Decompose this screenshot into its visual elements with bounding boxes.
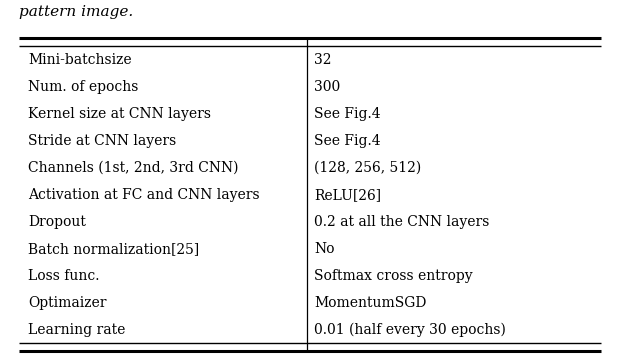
Text: See Fig.4: See Fig.4 (314, 107, 381, 121)
Text: Optimaizer: Optimaizer (28, 296, 107, 310)
Text: MomentumSGD: MomentumSGD (314, 296, 427, 310)
Text: Mini-batchsize: Mini-batchsize (28, 52, 131, 67)
Text: (128, 256, 512): (128, 256, 512) (314, 161, 422, 175)
Text: Activation at FC and CNN layers: Activation at FC and CNN layers (28, 188, 260, 202)
Text: Softmax cross entropy: Softmax cross entropy (314, 269, 473, 283)
Text: 300: 300 (314, 80, 340, 93)
Text: Learning rate: Learning rate (28, 323, 125, 337)
Text: Batch normalization[25]: Batch normalization[25] (28, 242, 199, 256)
Text: No: No (314, 242, 335, 256)
Text: ReLU[26]: ReLU[26] (314, 188, 381, 202)
Text: pattern image.: pattern image. (19, 5, 133, 19)
Text: 0.2 at all the CNN layers: 0.2 at all the CNN layers (314, 215, 490, 229)
Text: Channels (1st, 2nd, 3rd CNN): Channels (1st, 2nd, 3rd CNN) (28, 161, 239, 175)
Text: 32: 32 (314, 52, 332, 67)
Text: Kernel size at CNN layers: Kernel size at CNN layers (28, 107, 211, 121)
Text: Loss func.: Loss func. (28, 269, 99, 283)
Text: See Fig.4: See Fig.4 (314, 133, 381, 148)
Text: Stride at CNN layers: Stride at CNN layers (28, 133, 176, 148)
Text: Num. of epochs: Num. of epochs (28, 80, 138, 93)
Text: Dropout: Dropout (28, 215, 86, 229)
Text: 0.01 (half every 30 epochs): 0.01 (half every 30 epochs) (314, 322, 506, 337)
